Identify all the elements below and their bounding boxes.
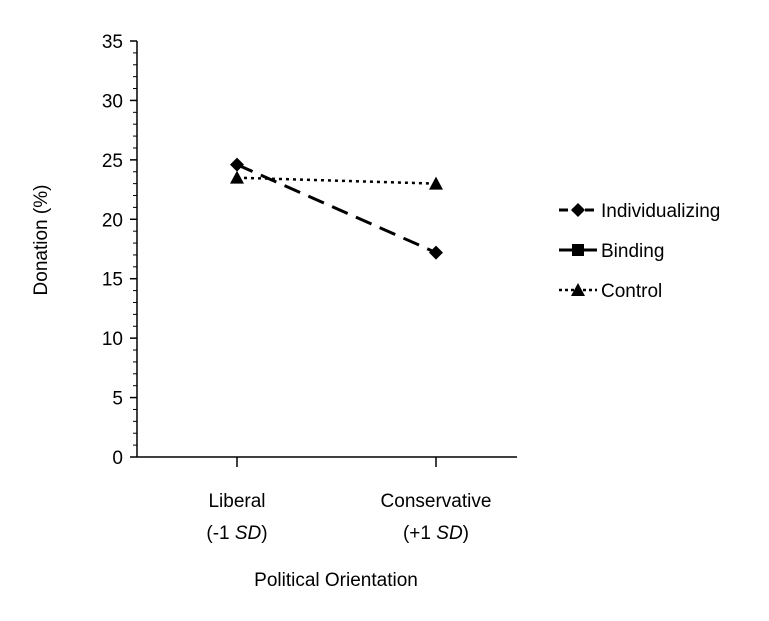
y-axis-title: Donation (%) [31, 185, 52, 296]
x-tick-label: Conservative [381, 491, 492, 512]
legend-label: Control [601, 281, 662, 302]
y-tick-label: 5 [112, 389, 123, 410]
x-tick-sublabel: (+1 SD) [403, 523, 469, 544]
x-tick-sublabel: (-1 SD) [206, 523, 267, 544]
y-axis: 0 5 10 15 20 25 30 35 [102, 32, 138, 469]
legend-item: Control [559, 281, 662, 302]
series-line-individualizing [236, 163, 437, 254]
x-tick-label: Liberal [208, 491, 265, 512]
x-axis-title: Political Orientation [254, 570, 418, 591]
data-point-control [230, 170, 244, 184]
y-tick-label: 25 [102, 151, 123, 172]
data-point-control [429, 176, 443, 190]
y-tick-label: 15 [102, 270, 123, 291]
data-point-individualizing [429, 245, 443, 260]
plot-area [230, 157, 443, 260]
legend: Individualizing Binding Control [559, 201, 720, 302]
legend-marker [572, 244, 584, 256]
legend-marker [571, 283, 585, 296]
x-axis: Liberal (-1 SD) Conservative (+1 SD) [137, 456, 517, 544]
y-tick-label: 35 [102, 32, 123, 53]
y-tick-label: 30 [102, 91, 123, 112]
legend-marker [571, 203, 585, 217]
y-tick-label: 20 [102, 210, 123, 231]
legend-item: Binding [559, 241, 664, 262]
data-point-individualizing [230, 157, 244, 172]
y-tick-label: 0 [112, 448, 123, 469]
y-tick-label: 10 [102, 329, 123, 350]
series-line-control [236, 176, 437, 185]
legend-label: Individualizing [601, 201, 720, 222]
legend-label: Binding [601, 241, 664, 262]
legend-item: Individualizing [559, 201, 720, 222]
